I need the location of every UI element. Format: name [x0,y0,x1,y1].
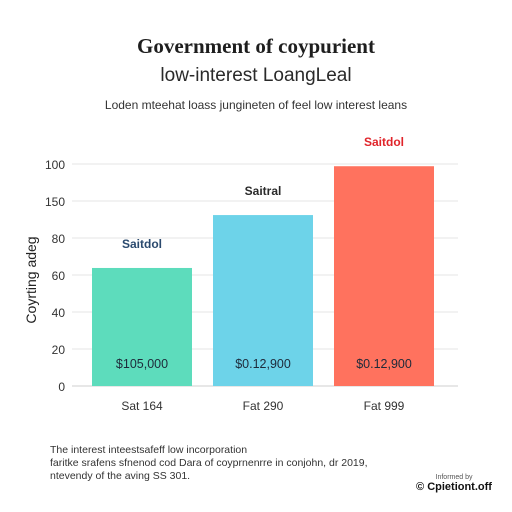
chart-title: Government of coypurient [137,34,375,58]
bar [334,166,434,386]
footer-line-3: ntevendy of the aving SS 301. [50,470,191,482]
chart-subtitle: low-interest LoangLeal [160,65,352,86]
bar-label: Saitdol [122,237,162,251]
bars: Saitdol $105,000 Saitral $0.12,900 Saitdol $0… [92,135,434,386]
bar-label: Saitral [245,184,282,198]
footer-line-1: The interest inteestsafeff low incorpora… [50,444,248,456]
bar [92,267,192,386]
y-axis-label: Coyrting adeg [23,236,39,323]
y-tick-label: 100 [45,158,65,172]
bar [213,215,313,386]
y-tick-label: 20 [52,343,66,357]
y-tick-label: 150 [45,195,65,209]
credit-line-1: Informed by [435,474,473,481]
y-tick-label: 0 [58,380,65,394]
credit-line-2: © Cpietiont.off [416,481,492,493]
y-tick-label: 80 [52,232,66,246]
footer-line-2: faritke srafens sfnenod cod Dara of coyp… [50,457,368,469]
credit-block: Informed by © Cpietiont.off [404,474,504,493]
bar-label: Saitdol [364,135,404,149]
x-tick-label: Fat 999 [364,399,405,413]
bar-value-label: $105,000 [116,357,168,371]
y-tick-label: 60 [52,269,66,283]
x-tick-label: Fat 290 [243,399,284,413]
bar-value-label: $0.12,900 [356,357,412,371]
y-axis-ticks: 0 20 40 60 80 150 100 [45,158,65,394]
footer-notes: The interest inteestsafeff low incorpora… [50,444,410,483]
x-axis-ticks: Sat 164 Fat 290 Fat 999 [121,399,404,413]
chart-note: Loden mteehat loass jungineten of feel l… [104,98,408,112]
y-tick-label: 40 [52,306,66,320]
x-tick-label: Sat 164 [121,399,163,413]
bar-value-label: $0.12,900 [235,357,291,371]
